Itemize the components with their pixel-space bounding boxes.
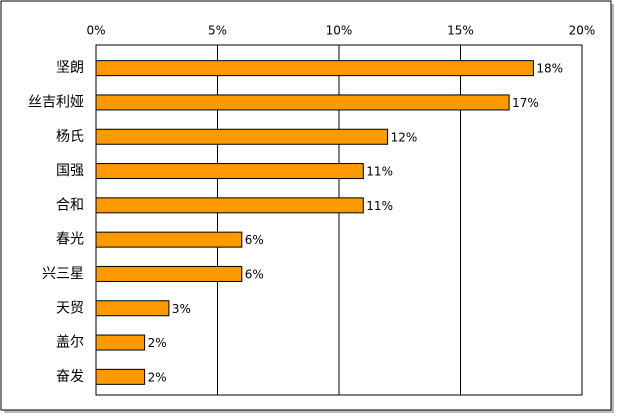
value-label: 6% xyxy=(245,267,264,281)
y-tick-label: 盖尔 xyxy=(56,335,84,351)
value-label: 12% xyxy=(391,130,418,144)
value-label: 17% xyxy=(512,96,539,110)
value-label: 2% xyxy=(148,336,167,350)
bar xyxy=(95,300,170,317)
bar xyxy=(95,197,364,214)
value-label: 11% xyxy=(366,165,393,179)
value-label: 11% xyxy=(366,199,393,213)
y-tick-label: 兴三星 xyxy=(42,266,84,282)
value-label: 2% xyxy=(148,370,167,384)
bar xyxy=(95,265,243,282)
y-tick-label: 国强 xyxy=(56,163,84,179)
x-tick-label: 0% xyxy=(86,24,105,38)
y-tick-label: 奋发 xyxy=(56,369,84,385)
bar xyxy=(95,368,146,385)
bar xyxy=(95,334,146,351)
bar xyxy=(95,128,389,145)
y-tick-label: 丝吉利娅 xyxy=(28,94,84,110)
bar xyxy=(95,231,243,248)
y-tick-label: 坚朗 xyxy=(56,60,84,76)
value-label: 3% xyxy=(172,302,191,316)
value-label: 18% xyxy=(536,62,563,76)
y-tick-label: 天贸 xyxy=(56,300,84,316)
y-tick-label: 春光 xyxy=(56,232,84,248)
x-tick-label: 15% xyxy=(447,24,474,38)
x-tick-label: 10% xyxy=(326,24,353,38)
x-tick-label: 5% xyxy=(208,24,227,38)
x-tick-label: 20% xyxy=(569,24,596,38)
y-tick-label: 合和 xyxy=(56,197,84,213)
bar xyxy=(95,94,510,111)
y-tick-label: 杨氏 xyxy=(56,129,84,145)
bar xyxy=(95,60,534,77)
bar xyxy=(95,163,364,180)
value-label: 6% xyxy=(245,233,264,247)
